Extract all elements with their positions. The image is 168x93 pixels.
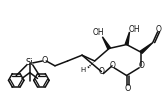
Text: H: H — [80, 67, 86, 73]
Text: OH: OH — [129, 25, 140, 34]
Polygon shape — [125, 32, 130, 45]
Polygon shape — [140, 43, 153, 53]
Polygon shape — [102, 37, 110, 49]
Text: O: O — [41, 56, 48, 65]
Text: O: O — [138, 61, 144, 70]
Text: O: O — [98, 67, 104, 76]
Text: OH: OH — [93, 28, 104, 37]
Text: O: O — [124, 84, 131, 93]
Text: O: O — [156, 25, 161, 34]
Text: Si: Si — [26, 58, 34, 67]
Text: O: O — [109, 61, 115, 70]
